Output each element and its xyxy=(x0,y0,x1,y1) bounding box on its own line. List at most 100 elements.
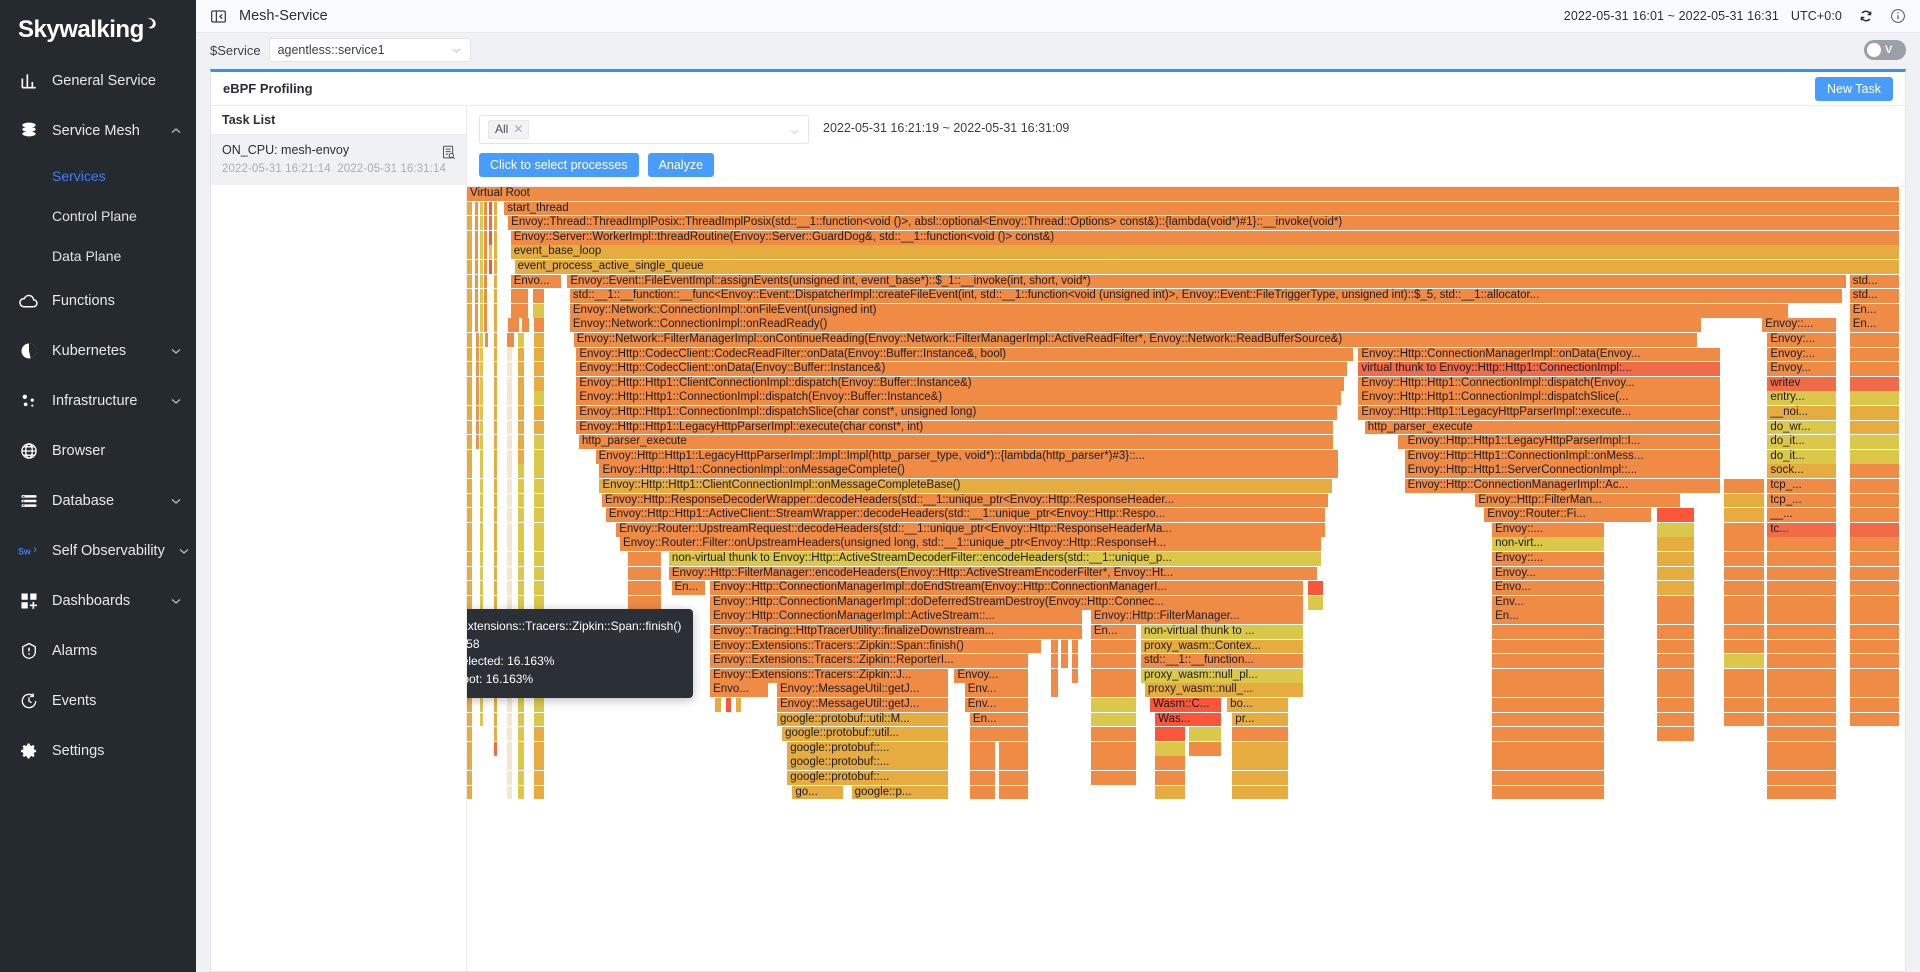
flame-node[interactable]: Envoy::Http::Http1::ServerConnectionImpl… xyxy=(1404,464,1722,479)
flame-node-narrow[interactable] xyxy=(1849,683,1900,698)
flame-node-narrow[interactable] xyxy=(533,347,546,362)
sidebar-item-general-service[interactable]: General Service xyxy=(0,56,196,106)
flame-node-narrow[interactable] xyxy=(969,785,996,800)
flame-node-narrow[interactable] xyxy=(1723,639,1765,654)
flame-node-narrow[interactable] xyxy=(1723,654,1765,668)
flame-node[interactable]: bo... xyxy=(1227,698,1289,712)
flame-node-narrow[interactable] xyxy=(508,318,520,333)
flame-node-narrow[interactable] xyxy=(518,493,525,508)
flame-node-narrow[interactable] xyxy=(494,245,498,260)
flame-node-narrow[interactable] xyxy=(1308,581,1324,595)
flame-node-narrow[interactable] xyxy=(479,406,484,420)
flame-node-narrow[interactable] xyxy=(479,449,484,464)
flame-node-narrow[interactable] xyxy=(532,289,546,303)
flame-node-narrow[interactable] xyxy=(1849,508,1900,522)
flame-node-narrow[interactable] xyxy=(533,376,546,391)
flame-node-narrow[interactable] xyxy=(1656,595,1696,610)
flame-node[interactable]: Envoy::Http::ConnectionManagerImpl::Ac..… xyxy=(1404,479,1722,493)
flame-node-narrow[interactable] xyxy=(467,566,474,581)
sidebar-item-services[interactable]: Services xyxy=(0,156,196,196)
flame-node-narrow[interactable] xyxy=(494,639,498,654)
flame-node-narrow[interactable] xyxy=(1767,668,1837,683)
flame-node-narrow[interactable] xyxy=(467,727,474,741)
flame-node-narrow[interactable] xyxy=(467,493,474,508)
flame-node-narrow[interactable] xyxy=(467,245,474,260)
flame-node-narrow[interactable] xyxy=(969,771,996,785)
flame-node-narrow[interactable] xyxy=(494,508,498,522)
flame-node-narrow[interactable] xyxy=(1061,654,1069,668)
flame-node-narrow[interactable] xyxy=(479,595,484,610)
flame-node-narrow[interactable] xyxy=(533,610,546,625)
flame-node-narrow[interactable] xyxy=(518,595,525,610)
flame-node[interactable]: std::__1::__function::__func<Envoy::Even… xyxy=(569,289,1844,303)
flame-node[interactable]: Envoy:... xyxy=(1767,347,1837,362)
flame-node-narrow[interactable] xyxy=(518,654,525,668)
flame-node-narrow[interactable] xyxy=(474,289,479,303)
view-mode-toggle[interactable]: V xyxy=(1864,40,1906,60)
flame-node-narrow[interactable] xyxy=(479,274,484,289)
flame-node[interactable]: Envoy::Http::Http1::LegacyHttpParserImpl… xyxy=(1358,406,1722,420)
flame-node-narrow[interactable] xyxy=(479,522,484,537)
flame-node-narrow[interactable] xyxy=(715,698,722,712)
flame-node-narrow[interactable] xyxy=(1656,610,1696,625)
flame-node-narrow[interactable] xyxy=(483,201,488,216)
flame-node[interactable]: start_thread xyxy=(504,201,1900,216)
flame-node-narrow[interactable] xyxy=(483,260,488,274)
flame-node-narrow[interactable] xyxy=(1849,391,1900,406)
flame-node[interactable]: Envoy::Http::FilterManager::encodeHeader… xyxy=(668,566,1319,581)
flame-node[interactable]: do_it... xyxy=(1767,449,1837,464)
flame-node-narrow[interactable] xyxy=(1723,508,1765,522)
flame-node[interactable]: Envoy::Extensions::Tracers::Zipkin::Repo… xyxy=(710,654,1030,668)
flame-node-narrow[interactable] xyxy=(479,493,484,508)
flame-node-narrow[interactable] xyxy=(518,420,525,435)
flame-node[interactable]: go... xyxy=(792,785,844,800)
flame-node-narrow[interactable] xyxy=(533,625,546,639)
flame-node[interactable]: Envoy::... xyxy=(1492,522,1606,537)
flame-node-narrow[interactable] xyxy=(1767,566,1837,581)
flame-node[interactable]: En... xyxy=(671,581,707,595)
flame-node[interactable]: Envoy::Tracing::HttpTracerUtility::final… xyxy=(710,625,1084,639)
flame-node-narrow[interactable] xyxy=(1308,595,1324,610)
flame-node[interactable]: do_wr... xyxy=(1767,420,1837,435)
flame-node-narrow[interactable] xyxy=(483,230,488,245)
flame-node-narrow[interactable] xyxy=(494,274,498,289)
flame-node[interactable]: Envoy::Http::Http1::ConnectionImpl::disp… xyxy=(1358,391,1722,406)
flame-node-narrow[interactable] xyxy=(1723,581,1765,595)
flame-node-narrow[interactable] xyxy=(467,756,474,771)
flame-node[interactable]: google::protobuf::util... xyxy=(782,727,950,741)
flame-node-narrow[interactable] xyxy=(1071,639,1080,654)
flame-node-narrow[interactable] xyxy=(476,435,480,449)
flame-node-narrow[interactable] xyxy=(533,654,546,668)
flame-node[interactable]: non-virtual thunk to ... xyxy=(1140,625,1305,639)
flame-node-narrow[interactable] xyxy=(467,449,474,464)
flame-node[interactable]: Envoy::Router::Fi... xyxy=(1484,508,1652,522)
flame-node-narrow[interactable] xyxy=(467,552,474,566)
flame-node-narrow[interactable] xyxy=(533,420,546,435)
flame-node-narrow[interactable] xyxy=(1849,537,1900,552)
flame-node-narrow[interactable] xyxy=(518,362,525,376)
flame-node-narrow[interactable] xyxy=(1656,625,1696,639)
flame-node-narrow[interactable] xyxy=(533,771,546,785)
flame-node[interactable]: Wasm::C... xyxy=(1149,698,1222,712)
flame-node-narrow[interactable] xyxy=(506,449,514,464)
flame-node-narrow[interactable] xyxy=(479,639,484,654)
flame-node[interactable]: Envoy::Http::Http1::ConnectionImpl::disp… xyxy=(1358,376,1722,391)
flame-node-narrow[interactable] xyxy=(518,347,525,362)
flame-node-narrow[interactable] xyxy=(506,683,514,698)
flame-node[interactable]: entry... xyxy=(1767,391,1837,406)
flame-node[interactable]: Envoy::Http::CodecClient::CodecReadFilte… xyxy=(576,347,1355,362)
flame-node[interactable]: Envoy::Http::FilterManager... xyxy=(1090,610,1305,625)
process-multiselect[interactable]: All ✕ xyxy=(479,115,809,144)
flame-node-narrow[interactable] xyxy=(1155,771,1186,785)
flame-node-narrow[interactable] xyxy=(479,230,484,245)
flame-node-narrow[interactable] xyxy=(518,639,525,654)
flame-node-narrow[interactable] xyxy=(518,581,525,595)
flame-node[interactable]: Envoy::Http::Http1::ClientConnectionImpl… xyxy=(576,376,1346,391)
flame-node[interactable]: __noi... xyxy=(1767,406,1837,420)
flame-node[interactable]: Envoy::Network::ConnectionImpl::onReadRe… xyxy=(569,318,1702,333)
flame-node[interactable]: En... xyxy=(969,712,1030,727)
flame-node-narrow[interactable] xyxy=(494,347,498,362)
flame-node-narrow[interactable] xyxy=(1723,668,1765,683)
flame-node-narrow[interactable] xyxy=(506,333,515,347)
flame-node-narrow[interactable] xyxy=(494,464,498,479)
